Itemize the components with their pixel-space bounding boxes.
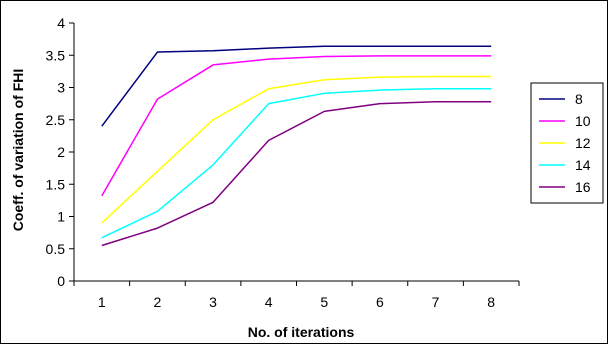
series-line-8 [101,45,492,127]
y-tick-label: 3 [57,80,65,96]
x-tick-label: 4 [265,294,273,310]
y-tick-label: 1 [57,209,65,225]
series-line-12 [101,75,492,224]
series-layer [101,45,492,247]
x-tick-label: 5 [320,294,328,310]
y-tick-label: 0 [57,273,65,289]
legend-label-10: 10 [575,113,591,129]
y-tick-label: 4 [57,15,65,31]
x-tick-label: 8 [487,294,495,310]
y-axis-title: Coeff. of variation of FHI [10,69,26,232]
x-axis-title: No. of iterations [248,324,355,340]
y-tick-label: 3.5 [46,47,66,63]
x-tick-label: 7 [432,294,440,310]
y-tick-label: 0.5 [46,241,66,257]
line-chart: 00.511.522.533.541 2 3 4 5 6 7 8 Coeff. of vari… [10,15,604,340]
x-tick-label: 3 [209,294,217,310]
x-tick-label: 2 [154,294,162,310]
x-tick-label: 6 [376,294,384,310]
y-tick-label: 2 [57,144,65,160]
series-line-16 [101,100,492,247]
series-line-10 [101,55,492,197]
legend-label-12: 12 [575,135,591,151]
legend-label-14: 14 [575,157,591,173]
series-line-14 [101,88,492,239]
legend-label-16: 16 [575,179,591,195]
y-tick-label: 2.5 [46,112,66,128]
legend: 8 10 12 14 16 [530,82,604,204]
axes-layer: 0 0.5 1 1.5 2 2.5 3 3.5 4 1 2 3 4 5 6 7 8 [46,15,520,310]
y-tick-label: 1.5 [46,176,66,192]
legend-label-8: 8 [575,91,583,107]
x-tick-label: 1 [98,294,106,310]
